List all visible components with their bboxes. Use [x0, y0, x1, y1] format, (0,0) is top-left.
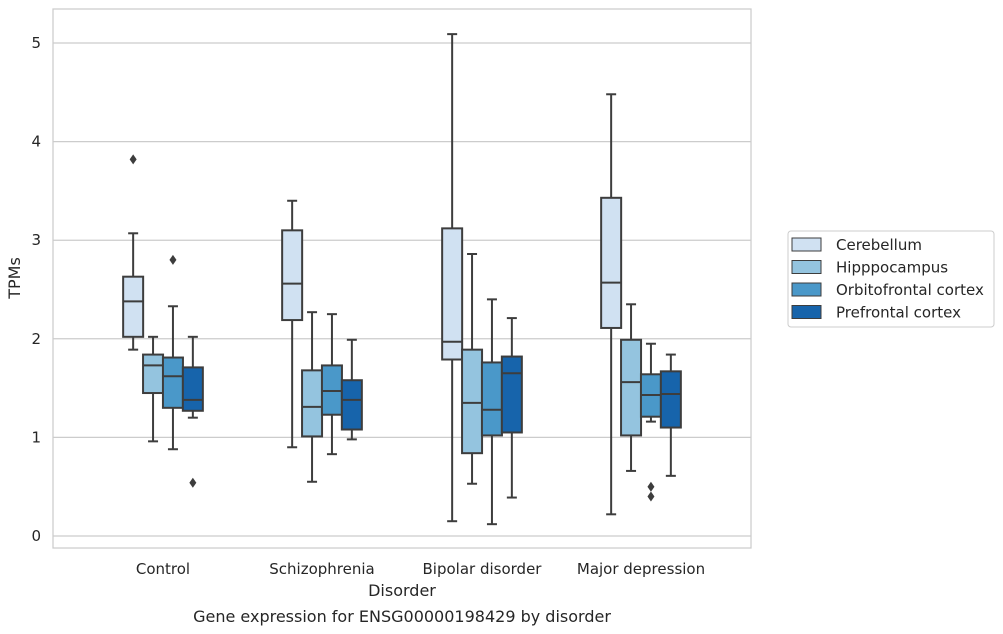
box-body — [122, 275, 145, 338]
outlier-point — [169, 254, 177, 265]
y-tick-label: 4 — [31, 133, 41, 151]
y-tick-label: 2 — [31, 330, 41, 348]
legend-frame — [787, 230, 995, 328]
legend-label: Hipppocampus — [836, 259, 948, 277]
box-body — [301, 369, 324, 438]
x-tick-label: Control — [136, 560, 190, 578]
legend-swatch — [791, 237, 822, 252]
legend-swatch — [791, 305, 822, 319]
chart-caption: Gene expression for ENSG00000198429 by d… — [193, 607, 611, 626]
y-tick-label: 5 — [31, 34, 41, 52]
y-axis-ticks: 0 1 2 3 4 5 — [31, 34, 41, 545]
y-tick-label: 3 — [31, 231, 41, 249]
x-tick-label: Major depression — [577, 560, 705, 578]
y-axis-label: TPMs — [5, 257, 24, 300]
box-body — [441, 227, 464, 361]
legend-label: Prefrontal cortex — [836, 304, 961, 322]
x-axis-ticks: Control Schizophrenia Bipolar disorder Majo… — [136, 560, 705, 578]
box-prefrontal-cortex — [181, 335, 204, 488]
legend-label: Orbitofrontal cortex — [836, 281, 984, 299]
plot-area — [52, 8, 752, 549]
box-body — [161, 356, 184, 409]
box-body — [461, 348, 484, 455]
outlier-point — [129, 154, 137, 165]
box-prefrontal-cortex — [340, 338, 363, 441]
box-prefrontal-cortex — [659, 353, 682, 477]
gridlines — [53, 42, 751, 537]
x-tick-label: Schizophrenia — [269, 560, 374, 578]
x-axis-label: Disorder — [368, 581, 436, 600]
box-body — [281, 229, 304, 322]
legend: Cerebellum Hipppocampus Orbitofrontal cort… — [787, 230, 995, 328]
box-body — [142, 353, 165, 395]
outlier-point — [647, 481, 655, 492]
y-tick-label: 1 — [31, 428, 41, 446]
box-body — [181, 366, 204, 412]
y-tick-label: 0 — [31, 527, 41, 545]
box-cerebellum — [441, 33, 464, 523]
box-body — [500, 355, 523, 434]
box-body — [600, 196, 623, 329]
box-cerebellum — [600, 93, 623, 516]
box-cerebellum — [281, 199, 304, 449]
box-body — [480, 361, 503, 437]
legend-label: Cerebellum — [836, 236, 922, 254]
box-body — [620, 338, 643, 437]
box-body — [340, 379, 363, 431]
x-tick-label: Bipolar disorder — [423, 560, 543, 578]
legend-swatch — [791, 260, 822, 274]
outlier-point — [647, 491, 655, 502]
boxes — [122, 33, 682, 526]
box-prefrontal-cortex — [500, 317, 523, 499]
legend-swatch — [791, 282, 822, 297]
outlier-point — [189, 477, 197, 488]
box-body — [659, 370, 682, 429]
box-cerebellum — [122, 154, 145, 351]
box-orbitofrontal-cortex — [639, 342, 662, 502]
